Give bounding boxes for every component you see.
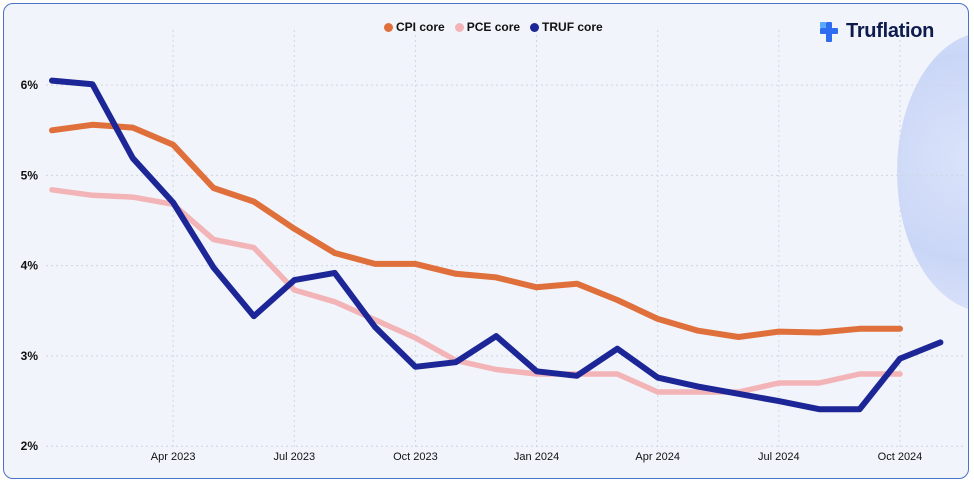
x-tick-label: Oct 2023 — [393, 451, 438, 463]
x-tick-label: Oct 2024 — [878, 451, 923, 463]
y-tick-label: 2% — [21, 439, 39, 453]
legend-item-pce[interactable]: PCE core — [454, 20, 521, 34]
legend-label-truf: TRUF core — [542, 20, 603, 34]
x-tick-label: Jul 2024 — [758, 451, 800, 463]
x-tick-label: Apr 2023 — [151, 451, 196, 463]
series-line-pce — [49, 187, 903, 395]
x-tick-label: Jul 2023 — [273, 451, 315, 463]
legend-item-truf[interactable]: TRUF core — [530, 20, 603, 34]
legend-swatch-pce — [454, 22, 464, 32]
legend-label-cpi: CPI core — [396, 20, 445, 34]
y-tick-label: 5% — [21, 168, 39, 182]
legend-item-cpi[interactable]: CPI core — [384, 20, 445, 34]
x-tick-label: Jan 2024 — [514, 451, 559, 463]
legend-swatch-cpi — [384, 22, 393, 32]
chart-legend: CPI core PCE core TRUF core — [384, 20, 603, 34]
legend-swatch-truf — [530, 22, 540, 32]
y-tick-label: 3% — [21, 349, 39, 363]
x-tick-label: Apr 2024 — [635, 451, 680, 463]
y-tick-label: 6% — [21, 78, 39, 92]
chart-card — [3, 3, 969, 479]
series-line-cpi — [49, 121, 903, 340]
series-line-truf — [49, 77, 944, 413]
truflation-logo-icon — [820, 21, 838, 42]
brand-name: Truflation — [846, 20, 935, 42]
y-tick-label: 4% — [21, 259, 39, 273]
legend-label-pce: PCE core — [466, 20, 521, 34]
brand-logo: Truflation — [818, 20, 934, 43]
